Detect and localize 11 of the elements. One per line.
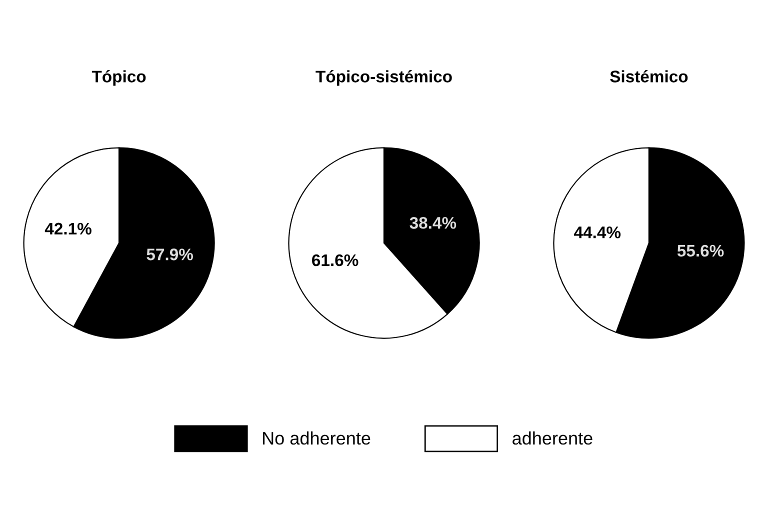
data-label: 38.4% xyxy=(410,216,456,229)
data-label: 44.4% xyxy=(574,226,621,238)
chart-title: Sistémico xyxy=(610,70,688,82)
data-label: 42.1% xyxy=(44,222,92,235)
chart-title: Tópico-sistémico xyxy=(316,70,452,86)
data-label: 57.9% xyxy=(146,248,194,260)
legend-label: adherente xyxy=(512,431,592,445)
chart-title: Tópico xyxy=(92,70,146,86)
data-label: 55.6% xyxy=(677,244,724,257)
legend-label: No adherente xyxy=(263,431,370,445)
data-label: 61.6% xyxy=(312,254,358,266)
